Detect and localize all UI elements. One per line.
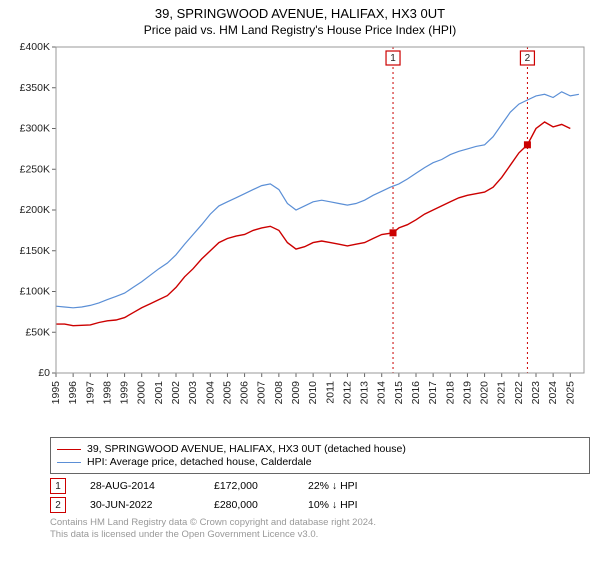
chart-title-line1: 39, SPRINGWOOD AVENUE, HALIFAX, HX3 0UT: [0, 6, 600, 21]
sale-row: 1 28-AUG-2014 £172,000 22% ↓ HPI: [50, 478, 590, 494]
x-tick-label: 2023: [530, 381, 542, 405]
x-tick-label: 2000: [136, 381, 148, 405]
footer-attribution: Contains HM Land Registry data © Crown c…: [50, 517, 590, 541]
x-tick-label: 2019: [461, 381, 473, 405]
legend-label: 39, SPRINGWOOD AVENUE, HALIFAX, HX3 0UT …: [87, 443, 406, 455]
y-tick-label: £50K: [25, 326, 50, 338]
y-tick-label: £0: [38, 367, 50, 379]
x-tick-label: 2001: [153, 381, 165, 405]
legend: 39, SPRINGWOOD AVENUE, HALIFAX, HX3 0UT …: [50, 437, 590, 474]
legend-swatch: [57, 462, 81, 463]
sale-row-date: 30-JUN-2022: [90, 499, 190, 511]
series-property: [56, 122, 570, 326]
sale-marker-number: 2: [525, 53, 531, 64]
legend-row: HPI: Average price, detached house, Cald…: [57, 456, 583, 468]
x-tick-label: 2010: [307, 381, 319, 405]
x-tick-label: 2020: [479, 381, 491, 405]
x-tick-label: 1998: [101, 381, 113, 405]
x-tick-label: 1997: [84, 381, 96, 405]
x-tick-label: 2017: [427, 381, 439, 405]
sale-row-marker: 2: [50, 497, 66, 513]
x-tick-label: 2024: [547, 381, 559, 405]
sale-row: 2 30-JUN-2022 £280,000 10% ↓ HPI: [50, 497, 590, 513]
sales-table: 1 28-AUG-2014 £172,000 22% ↓ HPI 2 30-JUN-202…: [50, 478, 590, 513]
chart-title-line2: Price paid vs. HM Land Registry's House …: [0, 23, 600, 37]
sale-row-date: 28-AUG-2014: [90, 480, 190, 492]
series-hpi: [56, 92, 579, 308]
y-tick-label: £150K: [20, 245, 50, 257]
x-tick-label: 2011: [324, 381, 336, 404]
chart-svg: £0 £50K £100K £150K £200K £250K £300K £350K £400…: [10, 43, 590, 433]
chart-area: £0 £50K £100K £150K £200K £250K £300K £350K £400…: [10, 43, 590, 433]
y-tick-label: £100K: [20, 286, 50, 298]
sale-point: [524, 141, 531, 148]
x-tick-label: 2016: [410, 381, 422, 405]
y-tick-label: £300K: [20, 123, 50, 135]
sale-row-price: £280,000: [214, 499, 284, 511]
x-tick-label: 2013: [359, 381, 371, 405]
sale-row-delta: 10% ↓ HPI: [308, 499, 358, 511]
x-tick-label: 1996: [67, 381, 79, 405]
x-tick-label: 2022: [513, 381, 525, 405]
footer-line1: Contains HM Land Registry data © Crown c…: [50, 517, 590, 529]
sale-marker-number: 1: [390, 53, 396, 64]
footer-line2: This data is licensed under the Open Gov…: [50, 529, 590, 541]
x-tick-label: 2015: [393, 381, 405, 405]
plot-border: [56, 47, 584, 373]
x-tick-label: 2018: [444, 381, 456, 405]
legend-swatch: [57, 449, 81, 450]
y-tick-label: £250K: [20, 163, 50, 175]
x-tick-label: 2009: [290, 381, 302, 405]
x-tick-label: 2007: [256, 381, 268, 405]
y-tick-label: £200K: [20, 204, 50, 216]
sale-row-delta: 22% ↓ HPI: [308, 480, 358, 492]
x-tick-label: 2012: [341, 381, 353, 405]
x-tick-label: 2008: [273, 381, 285, 405]
x-tick-label: 2004: [204, 381, 216, 405]
x-tick-label: 2003: [187, 381, 199, 405]
x-tick-label: 2021: [496, 381, 508, 405]
sale-point: [390, 229, 397, 236]
x-tick-label: 2014: [376, 381, 388, 405]
x-tick-label: 2006: [239, 381, 251, 405]
x-tick-label: 2025: [564, 381, 576, 405]
x-tick-label: 1999: [119, 381, 131, 405]
sale-row-price: £172,000: [214, 480, 284, 492]
y-tick-label: £400K: [20, 43, 50, 53]
legend-label: HPI: Average price, detached house, Cald…: [87, 456, 312, 468]
x-tick-label: 2002: [170, 381, 182, 405]
legend-row: 39, SPRINGWOOD AVENUE, HALIFAX, HX3 0UT …: [57, 443, 583, 455]
y-tick-label: £350K: [20, 82, 50, 94]
x-tick-label: 2005: [221, 381, 233, 405]
sale-row-marker: 1: [50, 478, 66, 494]
x-tick-label: 1995: [50, 381, 62, 405]
